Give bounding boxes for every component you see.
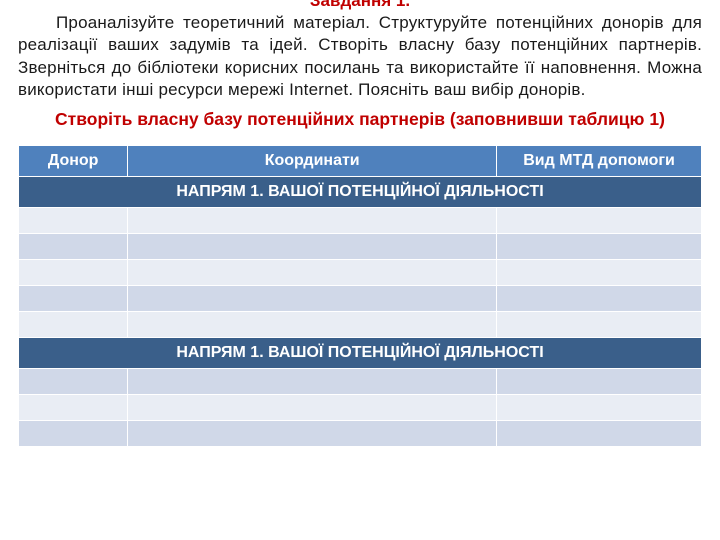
cell-help [497,420,702,446]
cell-donor [19,233,128,259]
cell-help [497,233,702,259]
donors-table: Донор Координати Вид МТД допомоги НАПРЯМ… [18,145,702,447]
cell-donor [19,207,128,233]
cell-donor [19,420,128,446]
instruction-text: Створіть власну базу потенційних партнер… [28,108,692,131]
section-row: НАПРЯМ 1. ВАШОЇ ПОТЕНЦІЙНОЇ ДІЯЛЬНОСТІ [19,176,702,207]
cell-help [497,259,702,285]
cell-donor [19,394,128,420]
cell-coord [128,394,497,420]
table-row [19,420,702,446]
cell-coord [128,311,497,337]
table-row [19,233,702,259]
cell-help [497,207,702,233]
table-row [19,368,702,394]
cell-coord [128,285,497,311]
table-row [19,259,702,285]
document-page: Завдання 1. Проаналізуйте теоретичний ма… [0,0,720,447]
table-row [19,394,702,420]
section-row: НАПРЯМ 1. ВАШОЇ ПОТЕНЦІЙНОЇ ДІЯЛЬНОСТІ [19,337,702,368]
table-header-row: Донор Координати Вид МТД допомоги [19,145,702,176]
table-row [19,311,702,337]
cell-coord [128,420,497,446]
col-header-donor: Донор [19,145,128,176]
section-label: НАПРЯМ 1. ВАШОЇ ПОТЕНЦІЙНОЇ ДІЯЛЬНОСТІ [19,337,702,368]
cell-coord [128,368,497,394]
cell-help [497,394,702,420]
body-paragraph: Проаналізуйте теоретичний матеріал. Стру… [18,12,702,102]
cell-donor [19,311,128,337]
table-row [19,207,702,233]
col-header-help-type: Вид МТД допомоги [497,145,702,176]
table-body: НАПРЯМ 1. ВАШОЇ ПОТЕНЦІЙНОЇ ДІЯЛЬНОСТІ [19,176,702,446]
cell-coord [128,259,497,285]
cell-coord [128,233,497,259]
cell-donor [19,259,128,285]
cell-donor [19,285,128,311]
section-label: НАПРЯМ 1. ВАШОЇ ПОТЕНЦІЙНОЇ ДІЯЛЬНОСТІ [19,176,702,207]
col-header-coordinates: Координати [128,145,497,176]
cell-help [497,368,702,394]
cell-help [497,311,702,337]
cell-help [497,285,702,311]
cell-donor [19,368,128,394]
table-row [19,285,702,311]
cell-coord [128,207,497,233]
task-title: Завдання 1. [18,0,702,9]
